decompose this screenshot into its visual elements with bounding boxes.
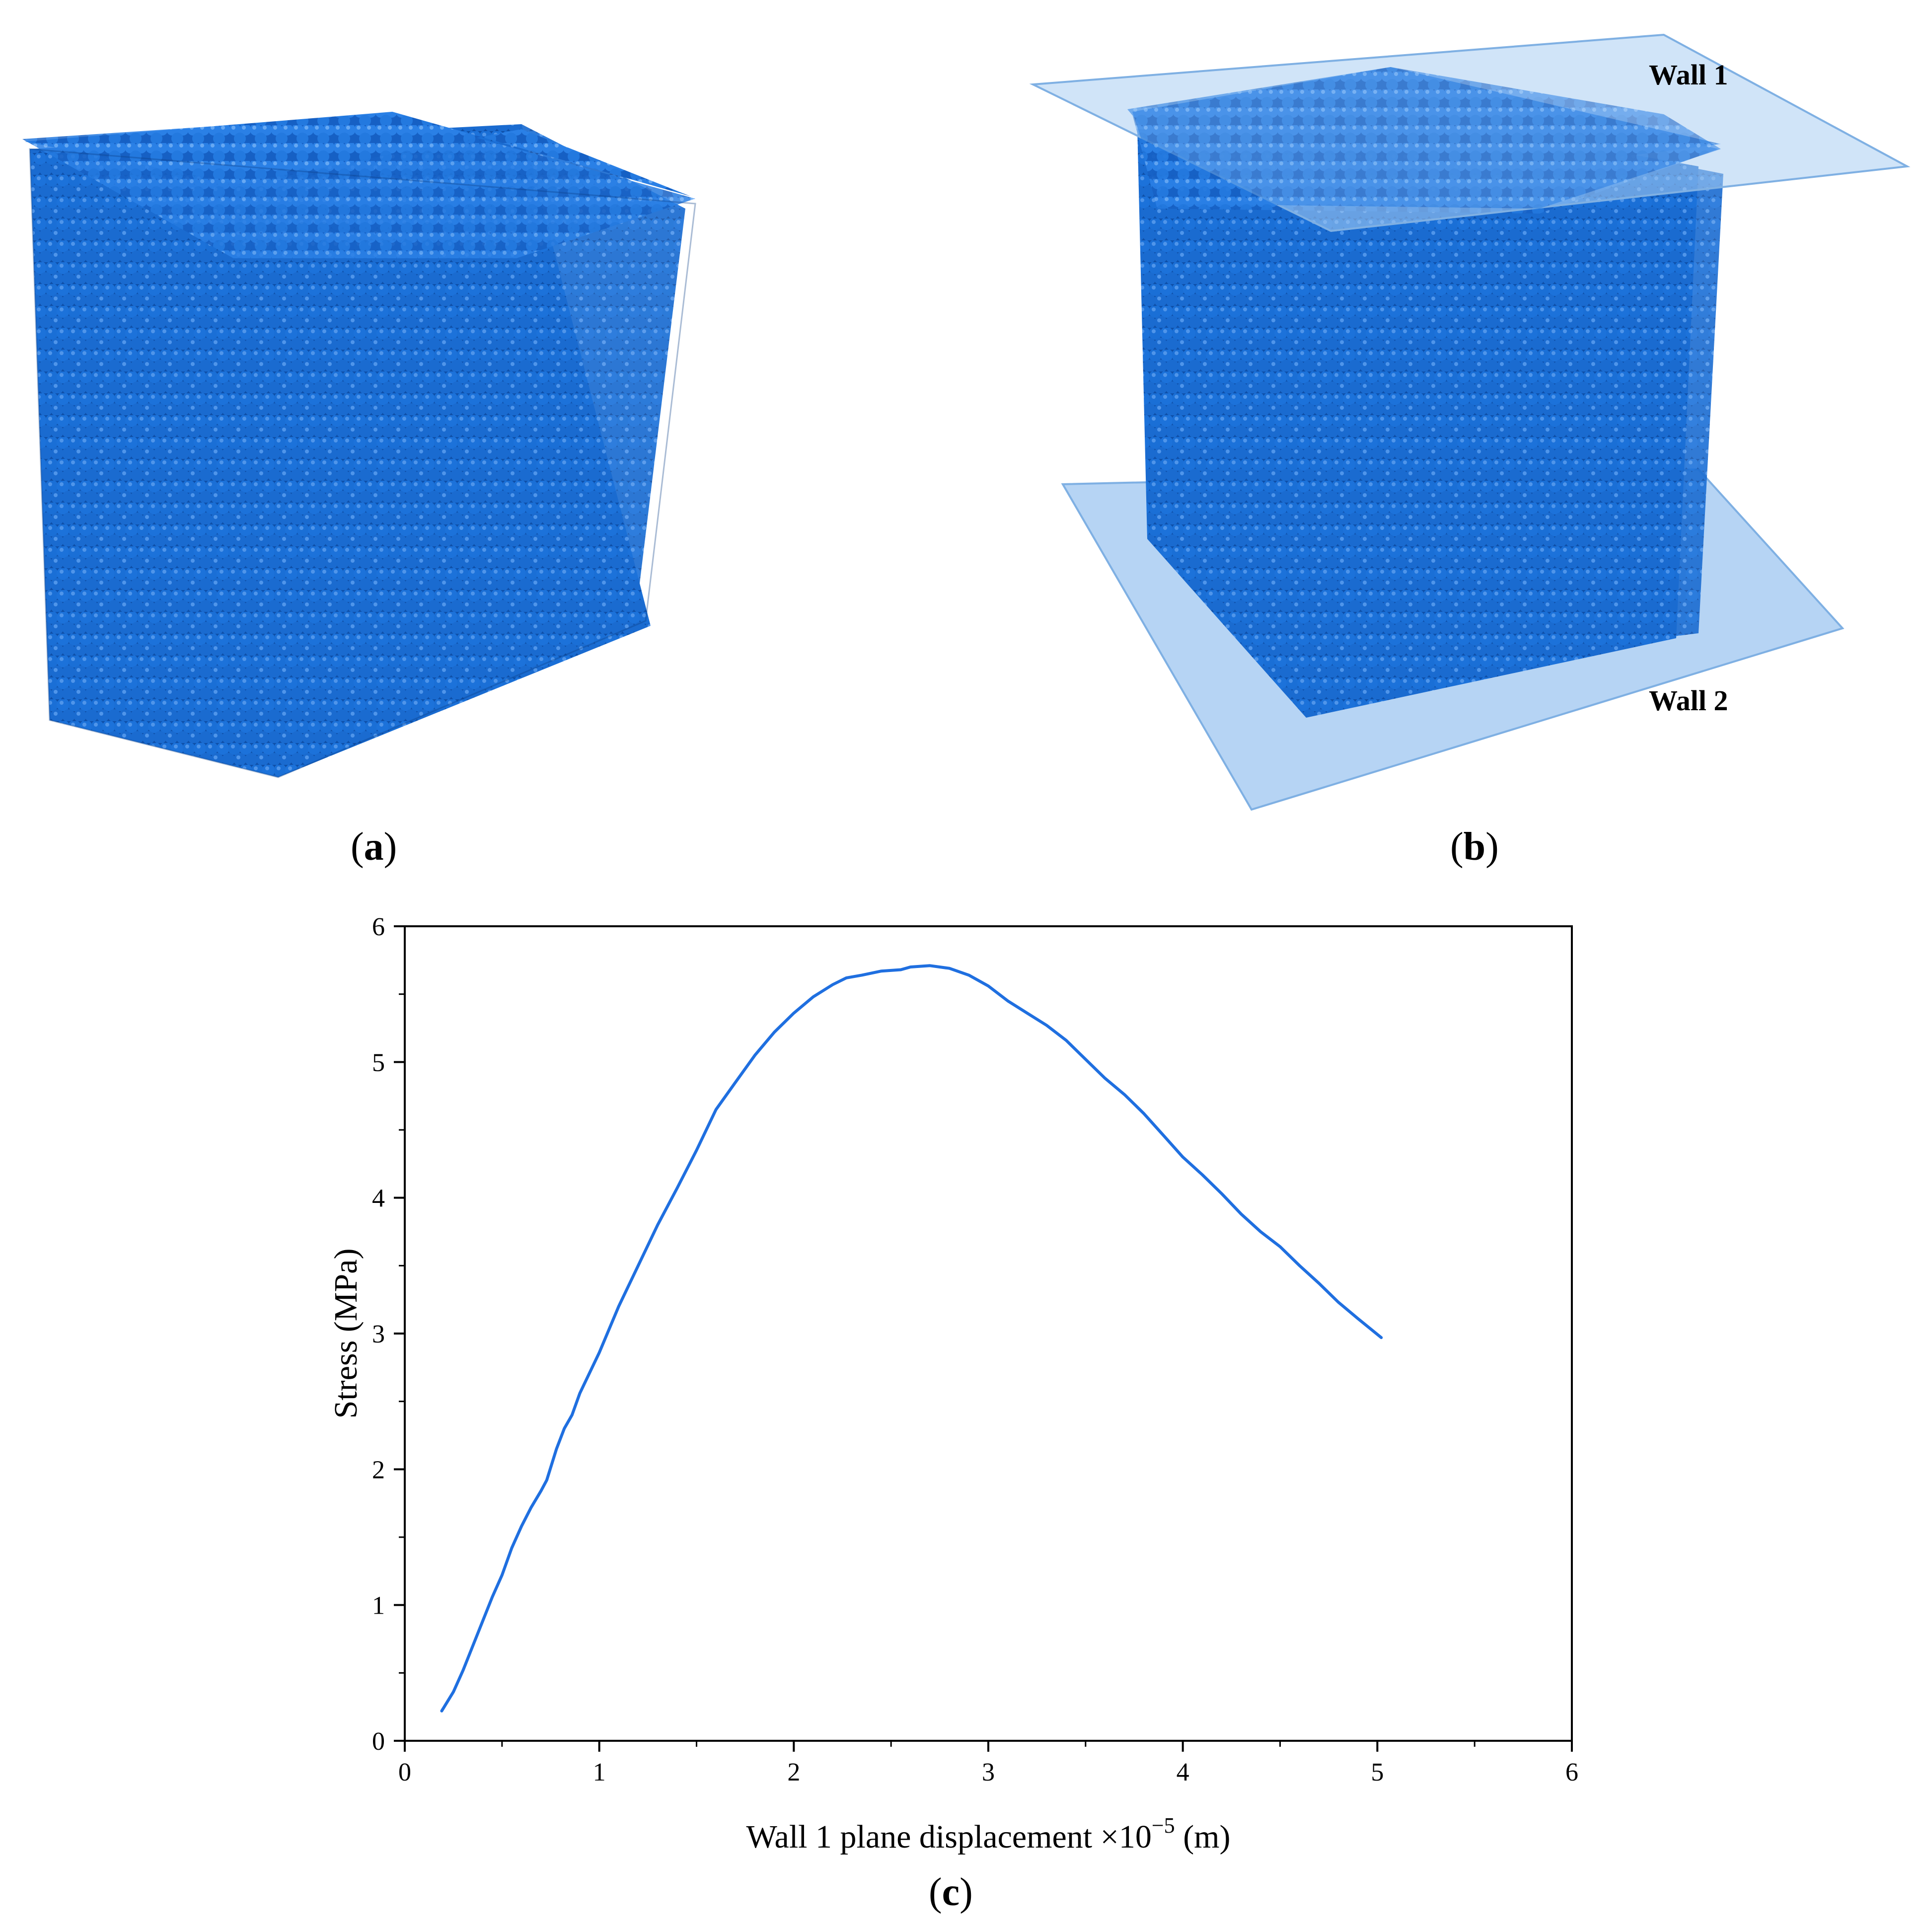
x-axis-title: Wall 1 plane displacement ×10−5 (m)	[746, 1813, 1231, 1855]
y-tick-label: 3	[372, 1320, 385, 1348]
x-axis-ticks: 0 1 2 3 4 5 6	[398, 1741, 1578, 1786]
x-tick-label: 3	[982, 1758, 995, 1786]
wall-2-label: Wall 2	[1649, 684, 1728, 717]
plot-frame	[404, 925, 1573, 1742]
x-tick-label: 2	[787, 1758, 800, 1786]
panel-b: Wall 1 Wall 2 (b)	[944, 0, 1921, 884]
x-tick-label: 0	[398, 1758, 411, 1786]
y-tick-label: 1	[372, 1592, 385, 1620]
cube-b-front-face	[1137, 129, 1699, 718]
x-tick-label: 4	[1177, 1758, 1189, 1786]
panel-c: 0 1 2 3 4 5 6 0 1 2 3 4 5 6 Wall 1 plane displacemen…	[0, 884, 1921, 1932]
stress-chart: 0 1 2 3 4 5 6 0 1 2 3 4 5 6 Wall 1 plane displacemen…	[328, 913, 1578, 1855]
caption-c: (c)	[929, 1870, 973, 1914]
stress-curve	[440, 964, 1383, 1712]
particle-cube-a-svg	[22, 112, 696, 778]
caption-b: (b)	[1450, 825, 1499, 869]
x-tick-label: 6	[1565, 1758, 1578, 1786]
caption-a: (a)	[351, 825, 397, 869]
cube-b-right-face	[1559, 142, 1723, 641]
x-tick-label: 1	[593, 1758, 606, 1786]
panel-a: (a)	[0, 0, 944, 884]
y-axis-ticks: 0 1 2 3 4 5 6	[372, 913, 405, 1756]
cube-top-face-2	[22, 114, 695, 258]
y-tick-label: 5	[372, 1048, 385, 1077]
y-tick-label: 6	[372, 913, 385, 941]
wall-1-label: Wall 1	[1649, 59, 1728, 91]
y-axis-title: Stress (MPa)	[328, 1249, 364, 1419]
y-tick-label: 4	[372, 1185, 385, 1213]
y-tick-label: 2	[372, 1456, 385, 1484]
cube-right-face	[278, 124, 685, 777]
particle-cube-b-svg: Wall 1 Wall 2	[1029, 33, 1911, 811]
x-tick-label: 5	[1371, 1758, 1384, 1786]
y-tick-label: 0	[372, 1727, 385, 1756]
